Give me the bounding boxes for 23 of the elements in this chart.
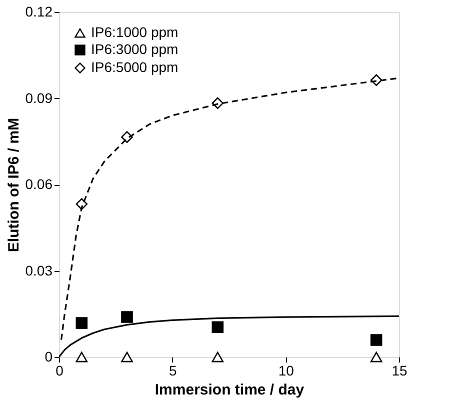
legend-label: IP6:3000 ppm [91, 41, 178, 57]
legend-label: IP6:5000 ppm [91, 59, 178, 75]
point [76, 317, 88, 329]
x-tick-label: 0 [56, 362, 64, 378]
point [76, 352, 88, 362]
x-tick-label: 10 [278, 362, 294, 378]
point [370, 334, 382, 346]
y-tick-label: 0.09 [25, 90, 53, 106]
point [370, 352, 382, 362]
point [212, 352, 224, 362]
point [121, 352, 133, 362]
point [121, 311, 133, 323]
y-tick-label: 0.06 [25, 176, 53, 192]
x-tick-label: 15 [392, 362, 408, 378]
y-axis-title: Elution of IP6 / mM [5, 118, 22, 252]
y-tick-label: 0.12 [25, 4, 53, 20]
x-axis-title: Immersion time / day [154, 382, 305, 398]
point [212, 321, 224, 333]
legend-label: IP6:1000 ppm [91, 24, 178, 40]
x-tick-label: 5 [168, 362, 177, 378]
y-tick-label: 0 [44, 348, 53, 364]
y-tick-label: 0.03 [25, 262, 53, 278]
point [121, 131, 133, 143]
